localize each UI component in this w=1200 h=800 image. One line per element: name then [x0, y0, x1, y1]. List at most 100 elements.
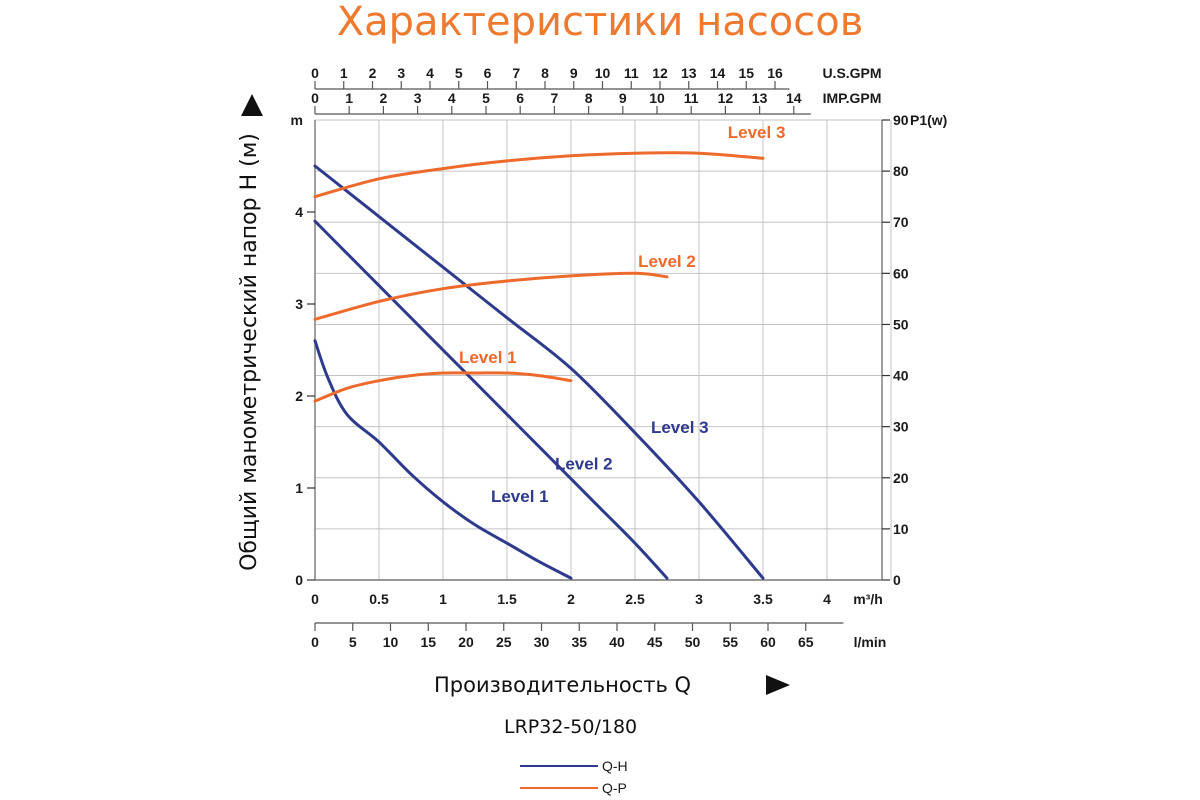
x-lmin-tick-label: 35: [571, 634, 587, 650]
y-left-tick-label: 1: [295, 480, 303, 496]
x-lmin-tick-label: 45: [647, 634, 663, 650]
x-impgpm-unit: IMP.GPM: [823, 90, 882, 106]
x-usgpm-tick-label: 6: [484, 65, 492, 81]
y-right-tick-label: 20: [893, 470, 909, 486]
chart-title: Характеристики насосов: [336, 0, 864, 45]
x-usgpm-tick-label: 16: [767, 65, 783, 81]
x-m3h-tick-label: 0.5: [369, 591, 389, 607]
x-lmin-unit: l/min: [854, 634, 887, 650]
x-lmin-tick-label: 5: [349, 634, 357, 650]
x-m3h-tick-label: 2: [567, 591, 575, 607]
x-usgpm-tick-label: 13: [681, 65, 697, 81]
x-usgpm-tick-label: 0: [311, 65, 319, 81]
curves: [313, 151, 765, 580]
x-usgpm-tick-label: 11: [624, 65, 639, 81]
x-usgpm-tick-label: 9: [570, 65, 578, 81]
y-right-tick-label: 30: [893, 419, 909, 435]
x-usgpm-tick-label: 10: [595, 65, 611, 81]
x-usgpm-tick-label: 1: [340, 65, 348, 81]
y-right-tick-label: 0: [893, 572, 901, 588]
qh-curve-level-2: [313, 219, 669, 580]
x-lmin-tick-label: 65: [798, 634, 814, 650]
x-usgpm-tick-label: 2: [369, 65, 377, 81]
x-usgpm-tick-label: 8: [541, 65, 549, 81]
x-lmin-tick-label: 20: [458, 634, 474, 650]
x-impgpm-tick-label: 3: [414, 90, 422, 106]
y-left-tick-label: 4: [295, 204, 303, 220]
x-impgpm-tick-label: 9: [619, 90, 627, 106]
qh-curve-level-3: [313, 164, 765, 580]
legend: Q-H Q-P: [520, 758, 628, 796]
qp-label-level-1: Level 1: [459, 348, 517, 367]
x-axis-title: Производительность Q: [434, 673, 692, 697]
x-usgpm-tick-label: 14: [710, 65, 726, 81]
qp-label-level-3: Level 3: [728, 123, 786, 142]
qh-label-level-2: Level 2: [555, 455, 613, 474]
x-lmin-tick-label: 25: [496, 634, 512, 650]
x-usgpm-tick-label: 12: [652, 65, 668, 81]
x-impgpm-tick-label: 7: [551, 90, 559, 106]
y-right-unit: P1(w): [910, 112, 947, 128]
x-m3h-tick-label: 4: [823, 591, 831, 607]
qh-label-level-1: Level 1: [491, 487, 549, 506]
x-lmin-tick-label: 0: [311, 634, 319, 650]
x-m3h-tick-label: 3.5: [753, 591, 773, 607]
qh-curve-level-1: [313, 339, 573, 580]
y-left-tick-label: 0: [295, 572, 303, 588]
y-right-tick-label: 50: [893, 316, 909, 332]
qh-label-level-3: Level 3: [651, 418, 709, 437]
x-impgpm-tick-label: 5: [482, 90, 490, 106]
x-impgpm-tick-label: 0: [311, 90, 319, 106]
x-impgpm-tick-label: 4: [448, 90, 456, 106]
x-lmin-tick-label: 30: [534, 634, 550, 650]
legend-label: Q-H: [602, 758, 628, 774]
y-right-tick-label: 40: [893, 368, 909, 384]
x-usgpm-tick-label: 5: [455, 65, 463, 81]
x-impgpm-tick-label: 8: [585, 90, 593, 106]
x-lmin-tick-label: 55: [722, 634, 738, 650]
y-left-tick-label: 2: [295, 388, 303, 404]
y-left-tick-label: 3: [295, 296, 303, 312]
x-impgpm-tick-label: 12: [718, 90, 734, 106]
legend-label: Q-P: [602, 780, 627, 796]
x-impgpm-tick-label: 6: [516, 90, 524, 106]
series-labels: Level 1 Level 2 Level 3 Level 1 Level 2 Level…: [459, 123, 785, 506]
qp-curve-level-1: [313, 371, 573, 403]
x-lmin-tick-label: 40: [609, 634, 625, 650]
x-impgpm-tick-label: 11: [684, 90, 699, 106]
x-usgpm-tick-label: 4: [426, 65, 434, 81]
x-m3h-tick-label: 3: [695, 591, 703, 607]
x-impgpm-tick-label: 14: [786, 90, 802, 106]
x-lmin-tick-label: 10: [383, 634, 399, 650]
qp-curve-level-3: [313, 151, 765, 199]
qp-label-level-2: Level 2: [638, 252, 696, 271]
x-lmin-tick-label: 60: [760, 634, 776, 650]
y-right-tick-label: 80: [893, 163, 909, 179]
qp-curve-level-2: [313, 271, 669, 321]
y-right-tick-label: 10: [893, 521, 909, 537]
y-left-unit: m: [291, 112, 303, 128]
model-label: LRP32-50/180: [504, 716, 638, 738]
y-right-tick-label: 90: [893, 112, 909, 128]
x-m3h-tick-label: 0: [311, 591, 319, 607]
x-lmin-tick-label: 15: [420, 634, 436, 650]
x-usgpm-tick-label: 15: [738, 65, 754, 81]
x-m3h-tick-label: 1.5: [497, 591, 517, 607]
x-m3h-tick-label: 2.5: [625, 591, 645, 607]
x-impgpm-tick-label: 10: [649, 90, 665, 106]
x-lmin-tick-label: 50: [685, 634, 701, 650]
y-axis-arrow-icon: [241, 94, 263, 116]
plot-frame: [314, 120, 883, 581]
x-impgpm-tick-label: 2: [380, 90, 388, 106]
y-right-tick-label: 60: [893, 265, 909, 281]
x-m3h-tick-label: 1: [439, 591, 447, 607]
x-impgpm-tick-label: 13: [752, 90, 768, 106]
y-right-tick-label: 70: [893, 214, 909, 230]
x-axis-arrow-icon: [766, 675, 790, 695]
x-usgpm-tick-label: 7: [512, 65, 520, 81]
x-impgpm-tick-label: 1: [345, 90, 353, 106]
x-usgpm-tick-label: 3: [397, 65, 405, 81]
x-usgpm-unit: U.S.GPM: [822, 65, 881, 81]
